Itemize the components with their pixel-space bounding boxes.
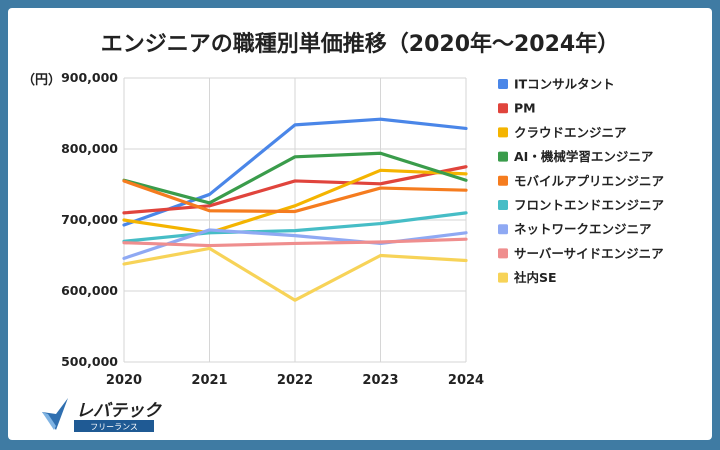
legend-swatch [498,79,508,89]
y-tick-label: 800,000 [61,141,118,156]
legend-label: クラウドエンジニア [514,125,627,140]
y-tick-label: 500,000 [61,354,118,369]
legend-swatch [498,224,508,235]
x-tick-label: 2021 [191,373,227,388]
series-line [122,211,468,243]
legend-swatch [498,200,508,210]
series-line [122,168,468,235]
leverages-logo: レバテック フリーランス [42,398,162,432]
legend-label: PM [514,101,536,116]
legend-label: モバイルアプリエンジニア [514,173,664,188]
legend-swatch [498,272,508,283]
y-tick-label: 600,000 [61,283,118,298]
logo-sub: フリーランス [90,423,138,432]
chart-card: エンジニアの職種別単価推移（2020年～2024年） （円） 900,000 80… [8,8,712,440]
y-tick-label: 700,000 [61,212,118,227]
line-chart: （円） 900,000 800,000 700,000 600,000 500,000 2… [22,70,664,388]
chart-title: エンジニアの職種別単価推移（2020年～2024年） [100,32,620,57]
legend-label: ITコンサルタント [514,77,615,92]
legend-label: AI・機械学習エンジニア [514,149,653,164]
series-line [122,237,468,248]
legend-swatch [498,127,508,138]
logo-brand: レバテック [76,401,162,421]
x-tick-label: 2020 [106,373,142,388]
legend-label: 社内SE [513,270,557,285]
series-line [122,246,468,302]
series-line [122,179,468,214]
series-line [122,165,468,215]
legend-label: サーバーサイドエンジニア [514,246,664,261]
legend-swatch [498,248,508,259]
x-tick-label: 2024 [448,373,484,388]
x-tick-label: 2023 [362,373,398,388]
y-tick-label: 900,000 [61,70,118,85]
legend-label: フロントエンドエンジニア [514,198,664,213]
legend-swatch [498,175,508,186]
series-line [122,117,468,227]
legend-swatch [498,151,508,162]
y-unit-label: （円） [22,72,61,88]
legend-swatch [498,103,508,114]
x-tick-label: 2022 [277,373,313,388]
legend-label: ネットワークエンジニア [514,222,652,237]
series-line [122,151,468,205]
